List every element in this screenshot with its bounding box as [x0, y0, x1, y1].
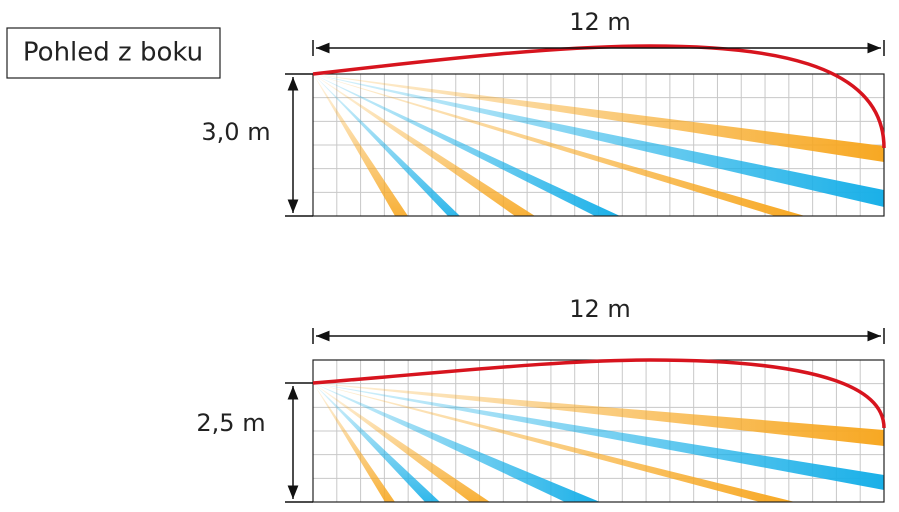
height-label: 3,0 m: [201, 118, 270, 146]
length-label: 12 m: [569, 295, 631, 323]
beam: [313, 74, 884, 162]
beam: [313, 74, 805, 216]
label-box: [6, 27, 221, 79]
beam: [313, 383, 600, 502]
beam: [313, 383, 440, 502]
beam: [313, 383, 884, 446]
length-label: 12 m: [569, 8, 631, 36]
beam: [313, 383, 884, 490]
beam: [313, 383, 490, 502]
beam: [313, 74, 884, 207]
height-label: 2,5 m: [196, 409, 265, 437]
panel: 12 m 3,0 m: [201, 8, 886, 217]
view-label: Pohled z boku: [23, 38, 203, 68]
beam: [313, 74, 620, 216]
beam: [313, 383, 395, 502]
beam: [313, 74, 535, 216]
beam: [313, 74, 408, 216]
beam: [313, 383, 795, 502]
range-curve: [312, 358, 886, 429]
beam: [313, 74, 460, 216]
panel: 12 m 2,5 m: [196, 295, 886, 503]
